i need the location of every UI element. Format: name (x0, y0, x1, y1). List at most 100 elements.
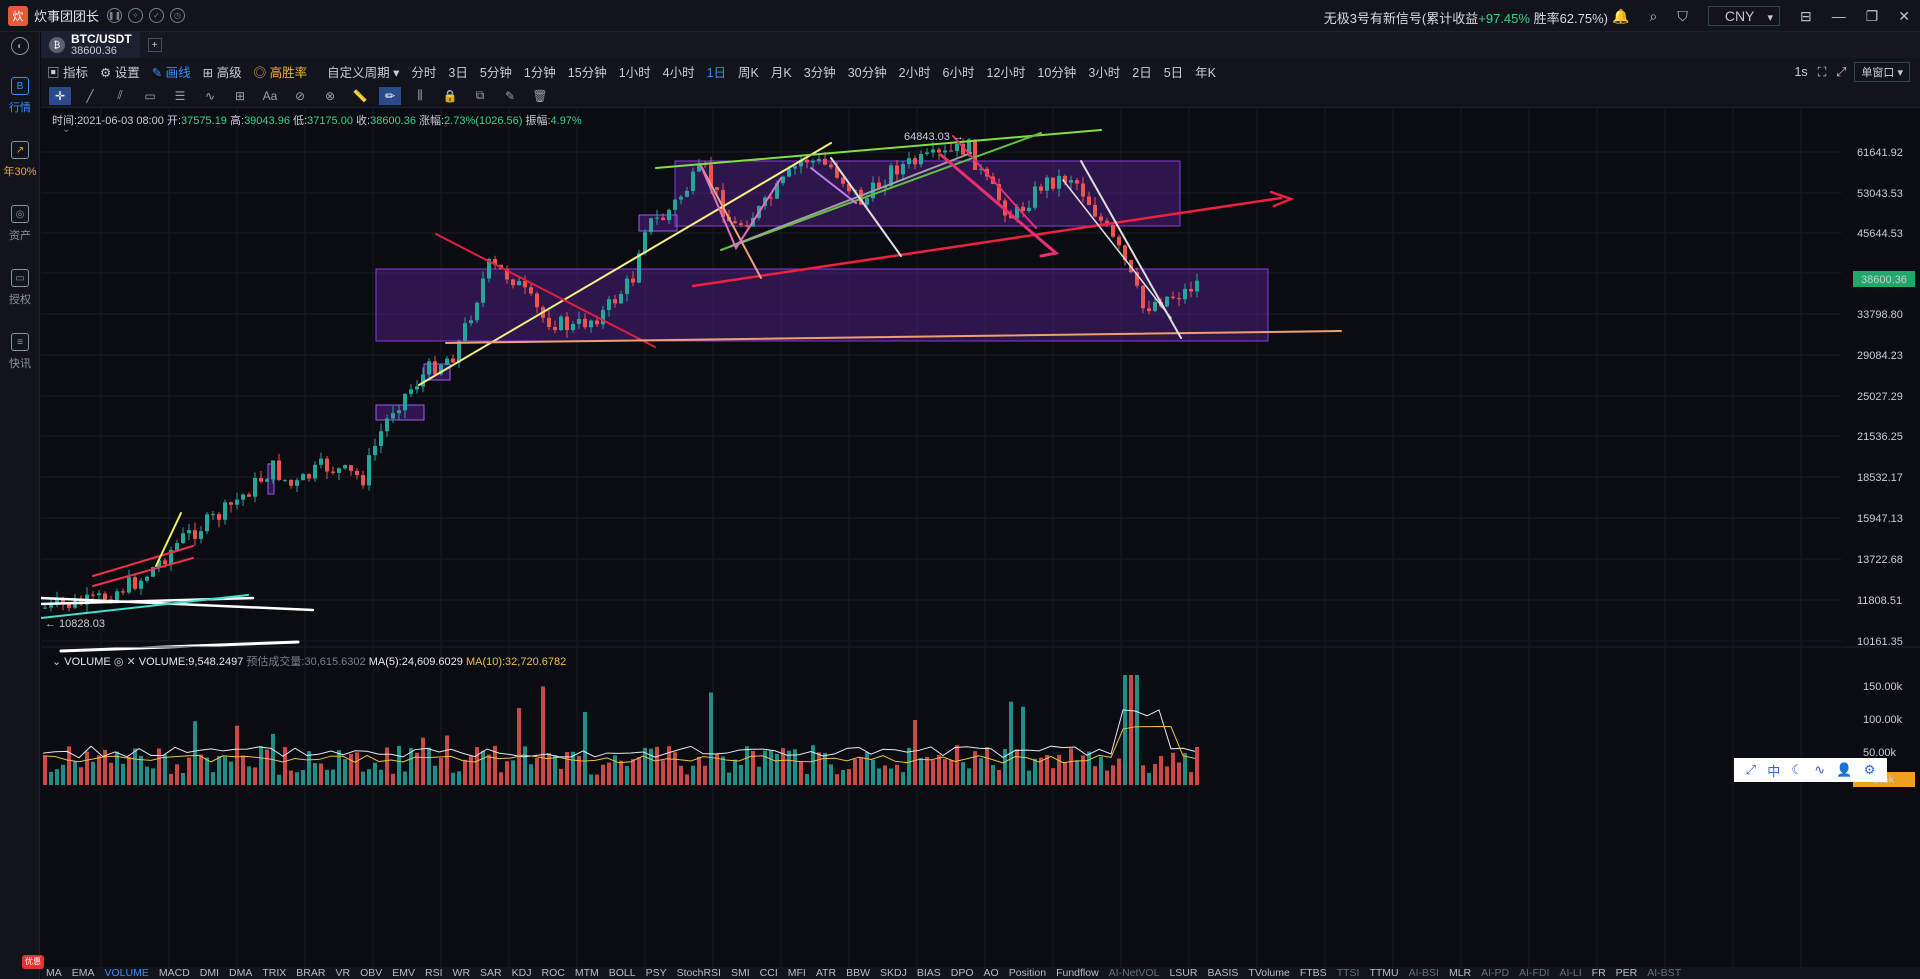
indicator-tab[interactable]: TTMU (1369, 967, 1399, 979)
indicator-tab[interactable]: PER (1615, 967, 1638, 979)
period-tab[interactable]: 12小时 (986, 65, 1026, 80)
wave-icon[interactable]: ∿ (1814, 762, 1826, 777)
period-tab[interactable]: 3日 (448, 65, 468, 80)
indicator-tab[interactable]: BIAS (916, 967, 941, 979)
pen-icon[interactable]: ✏ (379, 86, 401, 105)
screenshot-icon[interactable]: ⛶ (1817, 64, 1827, 79)
pause-icon[interactable]: ❚❚ (107, 8, 123, 23)
draw-button[interactable]: ✎ 画线 (151, 65, 191, 80)
indicator-tab[interactable]: AI-LI (1559, 967, 1582, 979)
promo-badge[interactable]: 优惠 (22, 955, 44, 969)
shirt-icon[interactable]: ⛉ (1677, 7, 1688, 24)
magnet-icon[interactable]: ⊘ (294, 88, 306, 103)
indicator-tab[interactable]: AI-FDI (1519, 967, 1550, 979)
period-tab[interactable]: 1小时 (618, 65, 651, 80)
sidebar-item-assets[interactable]: ◎ 资产 (0, 192, 40, 256)
ruler-icon[interactable]: 📏 (352, 88, 368, 103)
price-chart[interactable]: 61641.92 53043.53 45644.53 33798.80 29084.23… (41, 108, 1920, 979)
rectangle-tool-icon[interactable]: ▭ (144, 88, 156, 103)
period-tab[interactable]: 5分钟 (479, 65, 512, 80)
currency-select[interactable]: CNY ▾ (1707, 6, 1780, 26)
indicator-tab[interactable]: AI-PD (1481, 967, 1510, 979)
indicator-tab[interactable]: DMI (199, 967, 220, 979)
restore-icon[interactable]: ❐ (1865, 7, 1879, 24)
indicator-tab[interactable]: FTBS (1299, 967, 1327, 979)
indicator-tab[interactable]: KDJ (511, 967, 532, 979)
line-tool-icon[interactable]: ╱ (86, 88, 94, 103)
indicator-tab[interactable]: AI-BSI (1408, 967, 1439, 979)
indicator-tab[interactable]: DPO (950, 967, 974, 979)
indicator-tab[interactable]: FR (1591, 967, 1606, 979)
period-tab[interactable]: 6小时 (942, 65, 975, 80)
indicator-tab[interactable]: MTM (574, 967, 599, 979)
period-tab-active[interactable]: 1日 (706, 65, 727, 80)
lock-icon[interactable]: 🔒 (442, 88, 458, 103)
indicator-tab[interactable]: ATR (815, 967, 837, 979)
indicator-tab[interactable]: BBW (846, 967, 870, 979)
indicator-tab[interactable]: MLR (1448, 967, 1472, 979)
crosshair-icon[interactable]: ✛ (49, 86, 71, 105)
trendlines[interactable] (41, 129, 1342, 653)
expand-icon[interactable]: ⤢ (1745, 762, 1756, 777)
period-tab[interactable]: 4小时 (662, 65, 695, 80)
period-tab[interactable]: 10分钟 (1037, 65, 1077, 80)
period-tab[interactable]: 15分钟 (567, 65, 607, 80)
indicator-tab[interactable]: ROC (541, 967, 565, 979)
collapse-icon[interactable]: ⌄ (52, 656, 62, 668)
text-tool-icon[interactable]: Aa (262, 88, 278, 103)
clock-icon[interactable]: ◷ (170, 8, 186, 23)
period-tab[interactable]: 30分钟 (847, 65, 887, 80)
moon-icon[interactable]: ☾ (1791, 762, 1804, 777)
indicator-tab[interactable]: AI-NetVOL (1108, 967, 1160, 979)
add-symbol-button[interactable]: + (147, 38, 162, 52)
hide-drawings-icon[interactable]: ⊗ (324, 88, 336, 103)
indicator-tab[interactable]: MA (46, 967, 62, 979)
signal-notice[interactable]: 无极3号有新信号(累计收益+97.45% 胜率62.75%) (1323, 11, 1608, 26)
period-tab[interactable]: 2日 (1132, 65, 1152, 80)
shield-icon[interactable]: ✧ (128, 8, 144, 23)
small-box[interactable] (638, 214, 678, 232)
search-icon[interactable]: ⌕ (1649, 7, 1658, 24)
indicator-tab[interactable]: BRAR (296, 967, 326, 979)
horizontal-lines-icon[interactable]: ☰ (174, 88, 186, 103)
indicator-tab[interactable]: TRIX (262, 967, 287, 979)
indicator-tab[interactable]: VOLUME (104, 967, 149, 979)
close-icon[interactable]: ✕ (1898, 7, 1910, 24)
indicator-tab[interactable]: MFI (787, 967, 806, 979)
high-win-rate-button[interactable]: ◎ 高胜率 (253, 65, 308, 80)
window-mode-select[interactable]: 单窗口 ▾ (1854, 62, 1910, 82)
indicator-tab[interactable]: StochRSI (676, 967, 721, 979)
period-tab[interactable]: 1分钟 (523, 65, 556, 80)
indicator-tab[interactable]: TVolume (1248, 967, 1290, 979)
sidebar-item-market[interactable]: B 行情 (0, 64, 40, 128)
indicator-tab[interactable]: LSUR (1169, 967, 1198, 979)
symbol-tab[interactable]: ₿ BTC/USDT 38600.36 (41, 32, 140, 58)
indicator-tab[interactable]: TTSI (1336, 967, 1360, 979)
settings-button[interactable]: ⚙ 设置 (100, 65, 140, 80)
indicator-tab[interactable]: WR (452, 967, 471, 979)
indicator-tab[interactable]: RSI (425, 967, 443, 979)
bell-icon[interactable]: 🔔 (1612, 7, 1630, 24)
period-tab[interactable]: 2小时 (898, 65, 931, 80)
indicator-tab[interactable]: AO (983, 967, 999, 979)
interval-label[interactable]: 1s (1794, 65, 1808, 79)
sidebar-item-annual[interactable]: ↗ 年30% (0, 128, 40, 192)
fullscreen-icon[interactable]: ⤢ (1836, 64, 1847, 79)
wave-tool-icon[interactable]: ∿ (204, 88, 216, 103)
indicator-tab[interactable]: EMA (71, 967, 95, 979)
indicator-tab[interactable]: OBV (360, 967, 383, 979)
period-tab[interactable]: 月K (770, 65, 792, 80)
indicator-tab[interactable]: CCI (759, 967, 778, 979)
sidebar-item-auth[interactable]: ▭ 授权 (0, 256, 40, 320)
eye-icon[interactable]: ◎ (113, 656, 124, 668)
language-icon[interactable]: 中 (1767, 763, 1781, 779)
period-tab[interactable]: 年K (1195, 65, 1217, 80)
collapse-chevron-icon[interactable]: ⌄ (62, 124, 71, 135)
indicator-tab[interactable]: DMA (229, 967, 253, 979)
indicator-tab[interactable]: PSY (645, 967, 667, 979)
indicator-tab[interactable]: MACD (158, 967, 190, 979)
indicator-tab[interactable]: BOLL (608, 967, 636, 979)
indicators-button[interactable]: ▣ 指标 (47, 65, 88, 80)
indicator-tab[interactable]: SAR (480, 967, 502, 979)
check-icon[interactable]: ✓ (149, 8, 165, 23)
